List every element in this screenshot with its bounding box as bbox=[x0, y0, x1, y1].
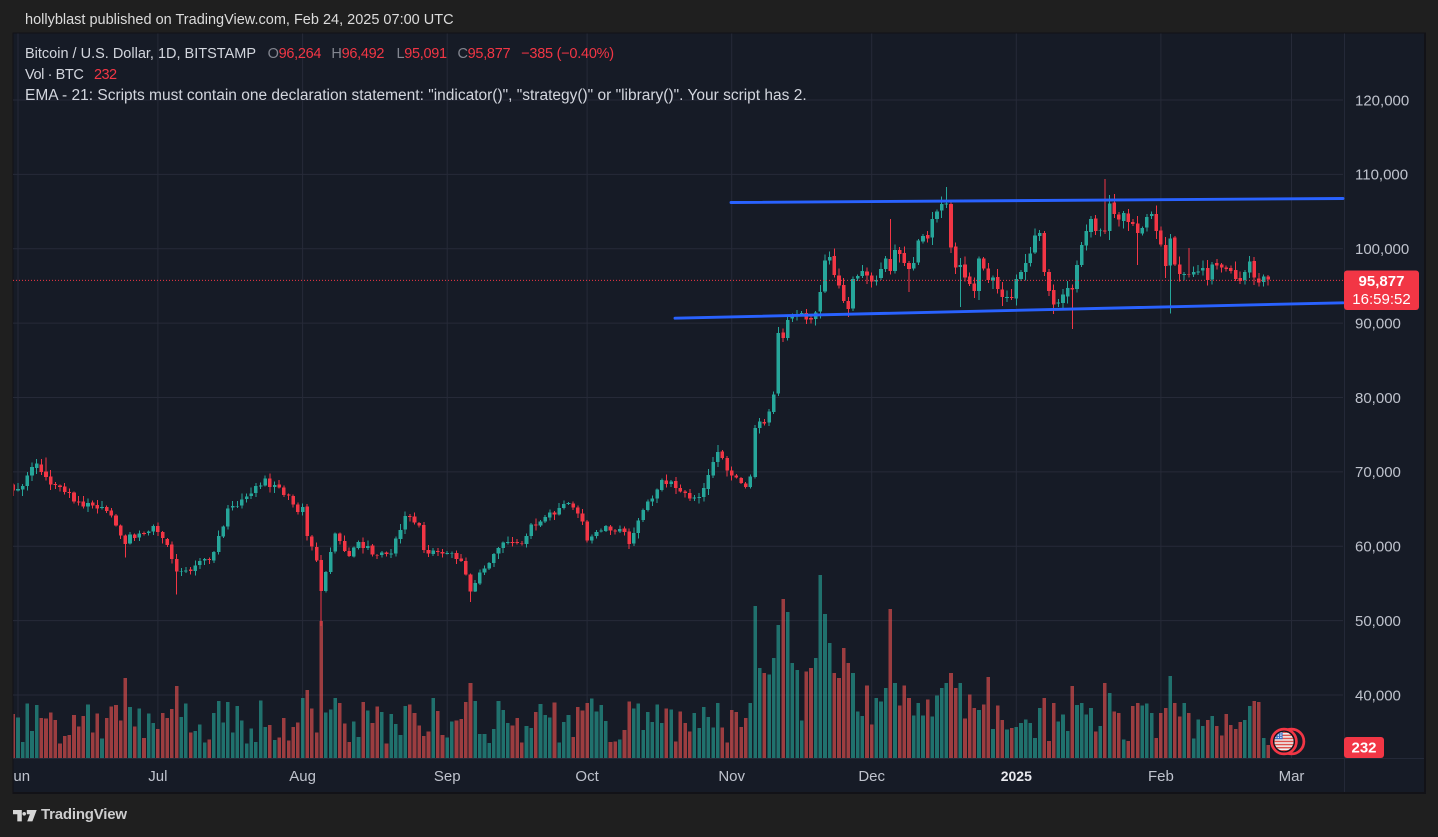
svg-text:50,000: 50,000 bbox=[1355, 613, 1401, 630]
svg-text:80,000: 80,000 bbox=[1355, 390, 1401, 407]
svg-text:70,000: 70,000 bbox=[1355, 464, 1401, 481]
svg-text:232: 232 bbox=[1351, 740, 1376, 757]
svg-text:Dec: Dec bbox=[858, 768, 885, 785]
svg-text:16:59:52: 16:59:52 bbox=[1352, 291, 1410, 308]
svg-text:2025: 2025 bbox=[1001, 768, 1032, 784]
svg-text:Aug: Aug bbox=[289, 768, 316, 785]
svg-text:Nov: Nov bbox=[718, 768, 745, 785]
svg-text:Jul: Jul bbox=[148, 768, 167, 785]
svg-text:60,000: 60,000 bbox=[1355, 539, 1401, 556]
svg-text:110,000: 110,000 bbox=[1355, 167, 1408, 184]
svg-text:100,000: 100,000 bbox=[1355, 241, 1409, 258]
svg-text:95,877: 95,877 bbox=[1359, 273, 1405, 290]
svg-text:Oct: Oct bbox=[575, 768, 599, 785]
svg-text:Jun: Jun bbox=[6, 768, 30, 785]
svg-text:Feb: Feb bbox=[1148, 768, 1174, 785]
svg-text:120,000: 120,000 bbox=[1355, 92, 1409, 109]
svg-text:Mar: Mar bbox=[1279, 768, 1305, 785]
svg-text:40,000: 40,000 bbox=[1355, 687, 1401, 704]
svg-text:Sep: Sep bbox=[434, 768, 461, 785]
svg-text:90,000: 90,000 bbox=[1355, 315, 1401, 332]
